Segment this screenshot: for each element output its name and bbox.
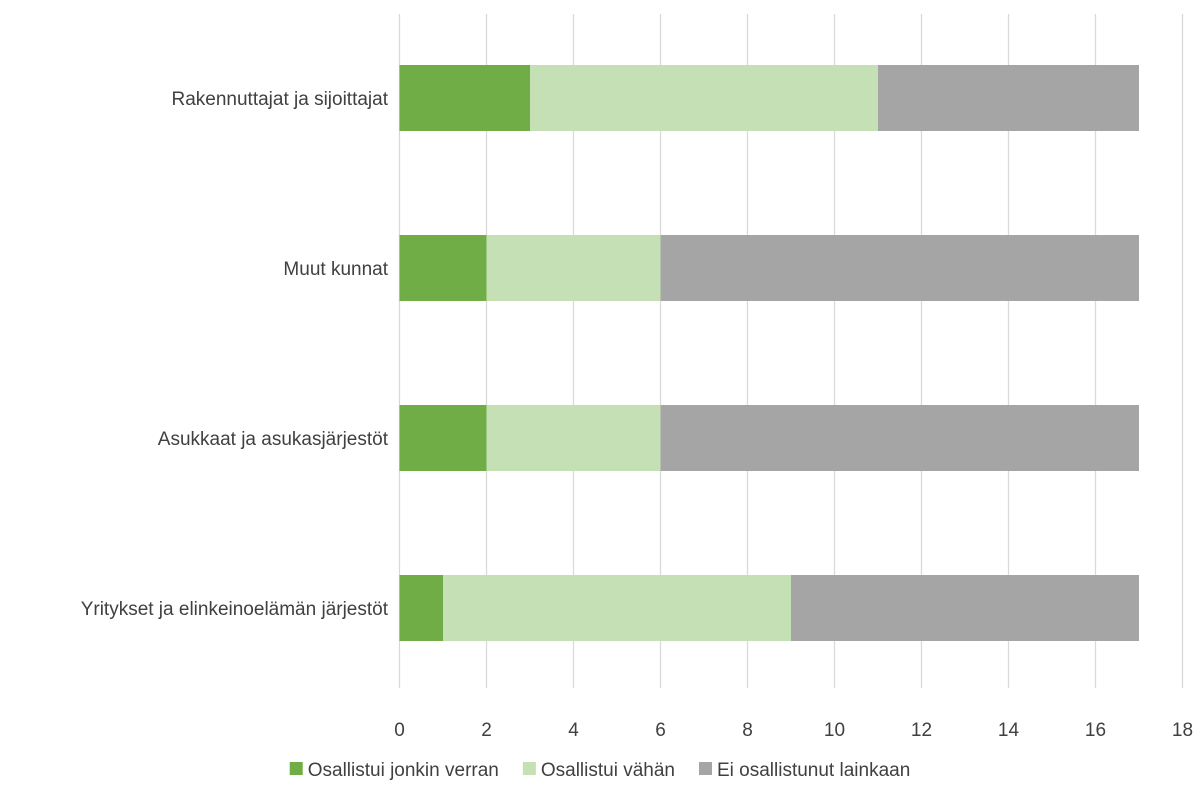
legend-label: Osallistui vähän xyxy=(541,760,675,781)
legend-label: Osallistui jonkin verran xyxy=(308,760,499,781)
legend-item: Osallistui vähän xyxy=(522,760,675,781)
category-label: Asukkaat ja asukasjärjestöt xyxy=(158,429,389,450)
x-tick-label: 12 xyxy=(911,720,932,741)
category-labels: Rakennuttajat ja sijoittajat Muut kunnat A… xyxy=(81,89,389,620)
x-tick-label: 18 xyxy=(1172,720,1193,741)
x-tick-label: 2 xyxy=(481,720,492,741)
bar-segment xyxy=(399,235,487,301)
bars xyxy=(399,65,1139,641)
legend-item: Osallistui jonkin verran xyxy=(289,760,499,781)
x-tick-label: 8 xyxy=(742,720,753,741)
legend-item: Ei osallistunut lainkaan xyxy=(698,760,910,781)
bar-segment xyxy=(660,235,1139,301)
bar-segment xyxy=(399,575,443,641)
bar-segment xyxy=(530,65,878,131)
x-tick-label: 0 xyxy=(394,720,405,741)
x-axis-tick-labels: 0 2 4 6 8 10 12 14 16 18 xyxy=(394,720,1193,741)
x-tick-label: 4 xyxy=(568,720,579,741)
bar-segment xyxy=(486,405,661,471)
legend-swatch xyxy=(698,762,712,775)
legend-swatch xyxy=(289,762,303,775)
bar-segment xyxy=(791,575,1139,641)
bar-segment xyxy=(399,65,530,131)
x-tick-label: 10 xyxy=(824,720,845,741)
x-tick-label: 6 xyxy=(655,720,666,741)
legend-label: Ei osallistunut lainkaan xyxy=(717,760,910,781)
bar-segment xyxy=(878,65,1139,131)
x-tick-label: 14 xyxy=(998,720,1020,741)
category-label: Muut kunnat xyxy=(283,259,388,280)
bar-segment xyxy=(443,575,791,641)
legend-swatch xyxy=(522,762,536,775)
bar-segment xyxy=(399,405,487,471)
bar-segment xyxy=(660,405,1139,471)
legend: Osallistui jonkin verran Osallistui vähän… xyxy=(289,760,910,781)
x-tick-label: 16 xyxy=(1085,720,1106,741)
category-label: Rakennuttajat ja sijoittajat xyxy=(171,89,388,110)
bar-segment xyxy=(486,235,661,301)
category-label: Yritykset ja elinkeinoelämän järjestöt xyxy=(81,599,389,620)
